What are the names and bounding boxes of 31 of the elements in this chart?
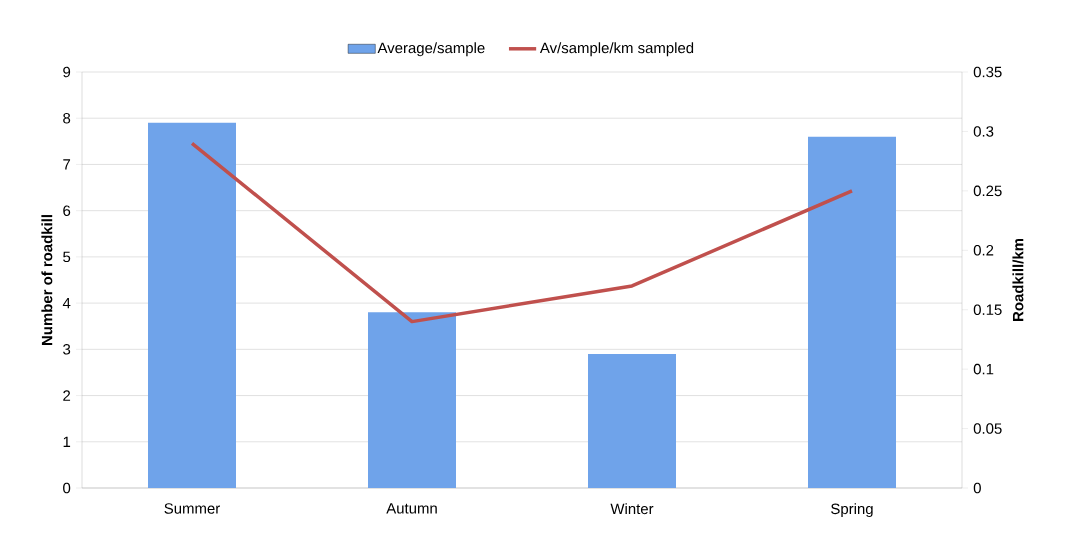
x-tick-label: Spring xyxy=(831,503,873,518)
y-tick-label: 7 xyxy=(63,159,71,170)
y2-tick-label: 0.15 xyxy=(973,304,1002,315)
y-tick-label: 8 xyxy=(63,112,71,124)
y-axis-title: Number of roadkill xyxy=(41,215,53,346)
x-tick-label: Summer xyxy=(164,503,220,514)
y2-axis-title: Roadkill/km xyxy=(1012,238,1024,321)
y-tick-label: 3 xyxy=(63,344,71,355)
legend-label: Average/sample xyxy=(377,42,485,57)
x-tick-label: Autumn xyxy=(386,503,437,514)
y2-tick-label: 0.1 xyxy=(973,363,994,375)
bar xyxy=(808,136,896,488)
y2-tick-label: 0.2 xyxy=(973,244,994,256)
bar xyxy=(588,353,676,488)
bar xyxy=(148,122,236,488)
line-series xyxy=(190,141,854,324)
y2-tick-label: 0 xyxy=(973,482,981,494)
x-tick-label: Winter xyxy=(610,503,654,515)
y-tick-label: 5 xyxy=(63,251,71,263)
y-tick-label: 6 xyxy=(63,205,71,216)
y-tick-label: 0 xyxy=(63,482,71,494)
y2-tick-label: 0.3 xyxy=(973,126,994,137)
legend-label: Av/sample/km sampled xyxy=(539,42,694,57)
y-tick-label: 9 xyxy=(63,66,71,78)
y2-tick-label: 0.25 xyxy=(973,185,1002,197)
y2-tick-label: 0.05 xyxy=(973,423,1002,434)
y-tick-label: 2 xyxy=(63,390,71,401)
y-tick-label: 4 xyxy=(62,297,71,309)
y2-tick-label: 0.35 xyxy=(973,66,1002,78)
bar xyxy=(368,312,456,488)
y-tick-label: 1 xyxy=(63,436,71,447)
